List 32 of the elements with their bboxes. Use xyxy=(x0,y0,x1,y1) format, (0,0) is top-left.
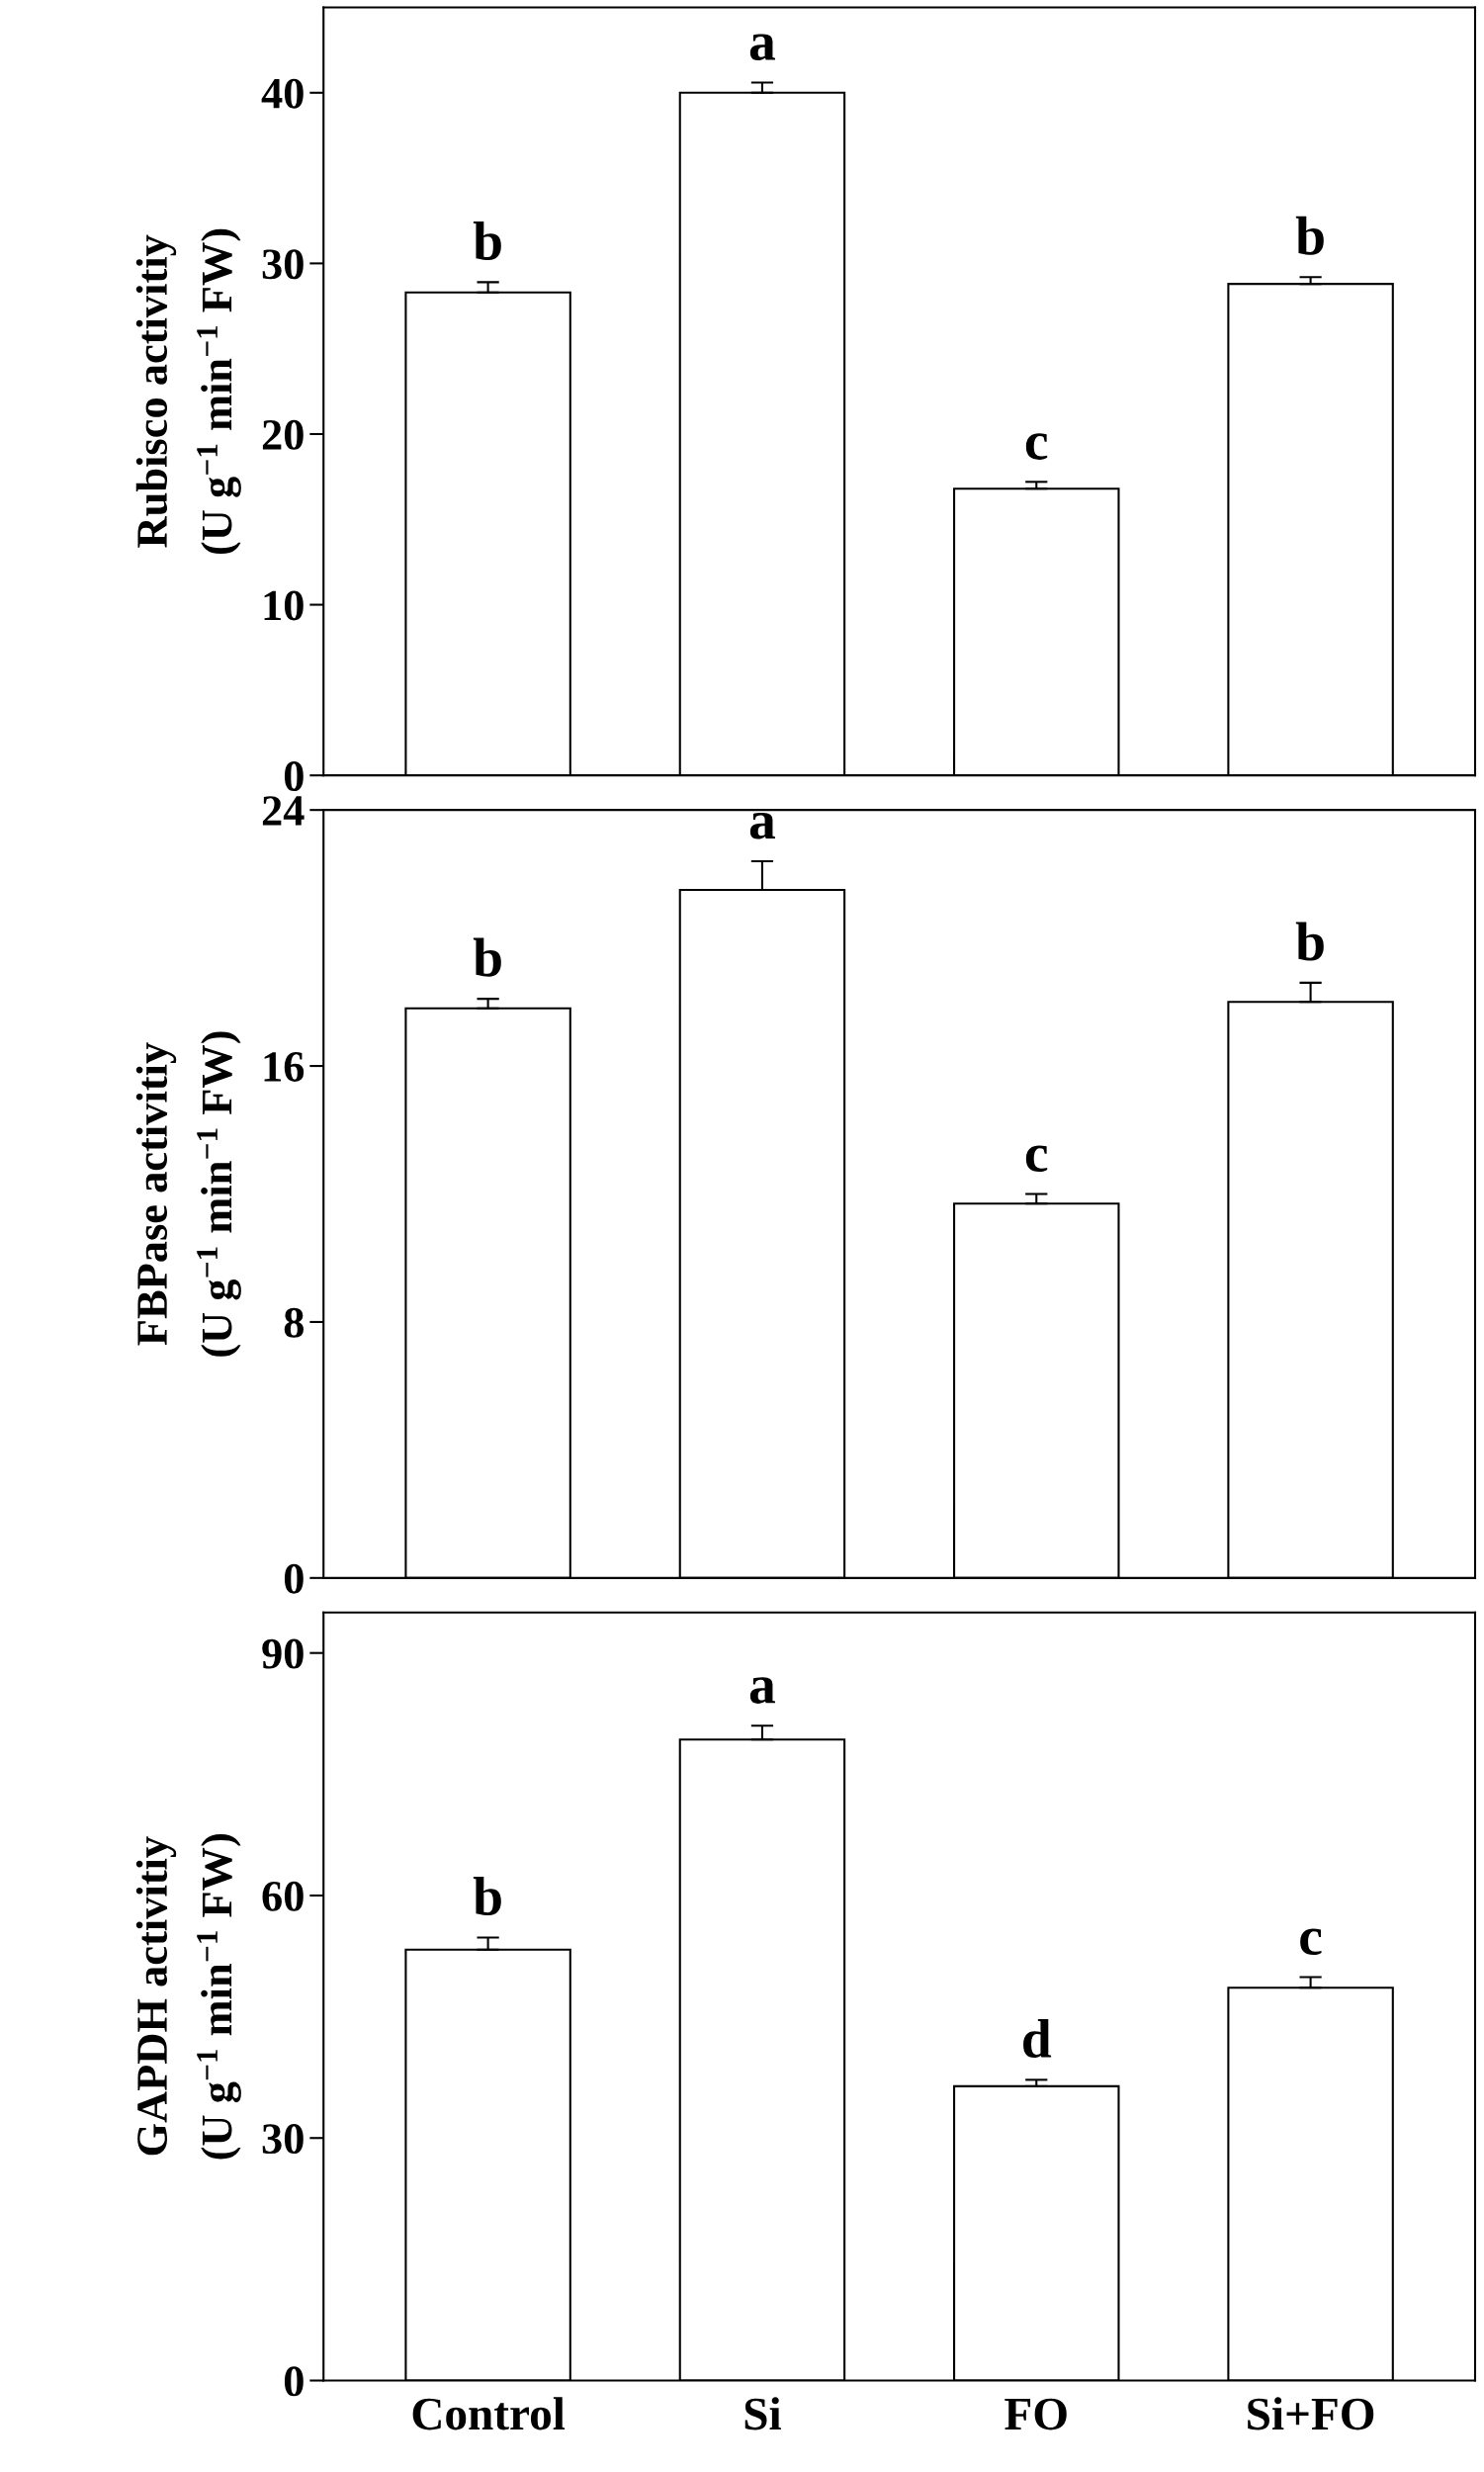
annotation: c xyxy=(1300,1928,1322,1956)
y-tick-label: 60 xyxy=(262,1881,304,1911)
y-tick-label: 16 xyxy=(264,1052,305,1082)
annotation: d xyxy=(1023,2018,1052,2058)
y-tick-label: 30 xyxy=(262,2124,304,2155)
y-axis-title: Rubisco activitiy (U g$^{−1}$ min$^{−1}$ FW) xyxy=(135,228,241,555)
annotation: c xyxy=(1025,1145,1048,1173)
y-axis-title: GAPDH activitiy (U g$^{−1}$ min$^{−1}$ FW) xyxy=(135,1834,241,2160)
annotation: b xyxy=(473,221,501,260)
annotation: c xyxy=(1025,433,1048,460)
x-tick-label: Si+FO xyxy=(1248,2397,1374,2430)
x-tick-label: Control xyxy=(412,2397,566,2430)
x-tick-label: FO xyxy=(1004,2398,1067,2430)
y-tick-label: 0 xyxy=(284,2366,304,2397)
annotation: b xyxy=(473,937,501,977)
annotation: a xyxy=(749,1677,775,1704)
y-tick-label: 40 xyxy=(261,78,304,109)
y-tick-label: 20 xyxy=(262,419,304,450)
y-tick-label: 8 xyxy=(284,1307,304,1338)
annotation: b xyxy=(1295,216,1324,255)
annotation: a xyxy=(749,34,775,61)
y-tick-label: 0 xyxy=(284,761,304,792)
annotation: b xyxy=(473,1876,501,1916)
y-axis-title: FBPase activitiy (U g$^{−1}$ min$^{−1}$ FW) xyxy=(135,1031,241,1357)
y-tick-label: 0 xyxy=(284,1563,304,1594)
annotation: a xyxy=(749,812,775,839)
y-tick-label: 30 xyxy=(262,249,304,280)
y-tick-label: 90 xyxy=(262,1638,304,1669)
y-tick-label: 10 xyxy=(264,590,304,621)
x-tick-label: Si xyxy=(744,2397,781,2430)
annotation: b xyxy=(1295,922,1324,961)
y-tick-label: 24 xyxy=(262,796,305,826)
